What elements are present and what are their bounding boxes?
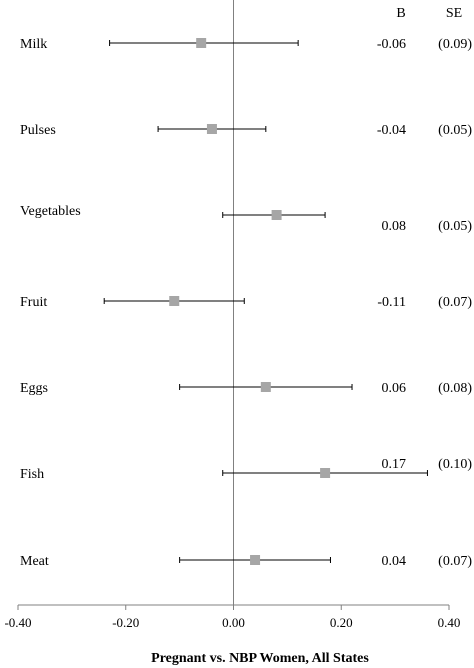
row-label: Eggs <box>20 381 48 396</box>
x-tick-label: -0.40 <box>4 615 31 630</box>
row-label: Fish <box>20 467 44 482</box>
x-tick-label: 0.00 <box>222 615 245 630</box>
row-label: Milk <box>20 37 47 52</box>
b-value-label: -0.04 <box>377 123 406 138</box>
b-value-label: -0.06 <box>377 37 406 52</box>
b-value-label: 0.08 <box>382 219 407 234</box>
point-estimate-marker <box>260 382 271 392</box>
axis-layer: -0.40 -0.20 0.00 0.20 0.40 <box>4 0 460 630</box>
forest-row: Fish 0.17 (0.10) <box>20 457 472 482</box>
point-estimate-marker <box>206 124 217 134</box>
column-header-b: B <box>396 6 405 21</box>
x-tick-label: 0.40 <box>438 615 461 630</box>
point-estimate-marker <box>250 555 261 565</box>
forest-row: Eggs 0.06 (0.08) <box>20 381 472 396</box>
se-value-label: (0.10) <box>438 457 472 472</box>
forest-row: Vegetables 0.08 (0.05) <box>20 204 472 234</box>
se-value-label: (0.07) <box>438 295 472 310</box>
point-estimate-marker <box>169 296 180 306</box>
row-label: Pulses <box>20 123 56 138</box>
forest-row: Fruit -0.11 (0.07) <box>20 295 472 310</box>
se-value-label: (0.05) <box>438 123 472 138</box>
forest-row: Milk -0.06 (0.09) <box>20 37 472 52</box>
forest-row: Meat 0.04 (0.07) <box>20 554 472 569</box>
forest-row: Pulses -0.04 (0.05) <box>20 123 472 138</box>
x-axis-title: Pregnant vs. NBP Women, All States <box>151 651 369 666</box>
x-tick-label: -0.20 <box>112 615 139 630</box>
column-header-se: SE <box>446 6 462 21</box>
x-tick-label: 0.20 <box>330 615 353 630</box>
se-value-label: (0.07) <box>438 554 472 569</box>
point-estimate-marker <box>271 210 282 220</box>
b-value-label: 0.06 <box>382 381 407 396</box>
se-value-label: (0.09) <box>438 37 472 52</box>
b-value-label: 0.04 <box>382 554 407 569</box>
point-estimate-marker <box>196 38 207 48</box>
row-label: Vegetables <box>20 204 81 219</box>
rows-layer: Milk -0.06 (0.09)Pulses -0.04 (0.05)Vegetabl… <box>20 37 472 569</box>
row-label: Fruit <box>20 295 47 310</box>
row-label: Meat <box>20 554 49 569</box>
se-value-label: (0.08) <box>438 381 472 396</box>
b-value-label: 0.17 <box>382 457 407 472</box>
se-value-label: (0.05) <box>438 219 472 234</box>
point-estimate-marker <box>320 468 331 478</box>
b-value-label: -0.11 <box>377 295 406 310</box>
